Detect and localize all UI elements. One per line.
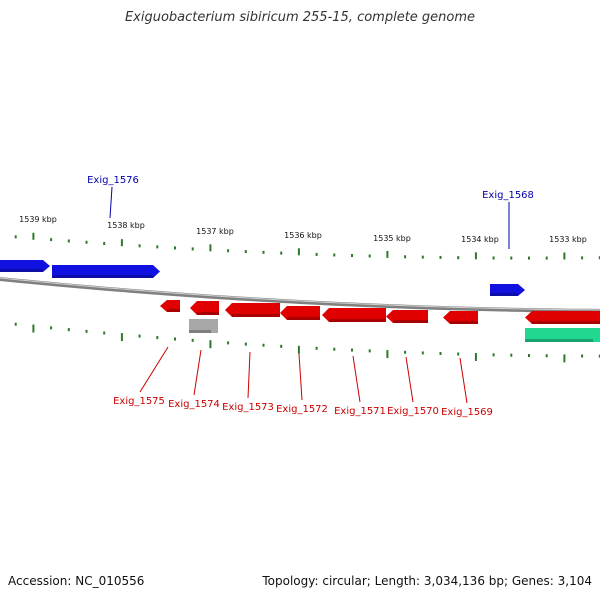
leader-line: [405, 356, 414, 403]
gene-body: [490, 284, 525, 296]
gene-exig-1576: [52, 265, 160, 278]
gene-label: Exig_1574: [168, 399, 220, 410]
gene-label: Exig_1573: [222, 402, 274, 413]
inner-tick-marks: [14, 322, 600, 363]
kbp-tick-label: 1533 kbp: [549, 235, 587, 244]
gene-exig-1574: [190, 301, 219, 315]
leader-line: [247, 351, 251, 399]
gene-label: Exig_1570: [387, 406, 439, 417]
gene-body: [280, 306, 320, 320]
kbp-tick-label: 1539 kbp: [19, 215, 57, 224]
leader-line: [298, 353, 303, 401]
gene-shadow: [197, 312, 219, 315]
gene-body: [386, 310, 428, 323]
label-leader-lines: [109, 186, 510, 404]
gene-shadow: [287, 317, 320, 320]
gene-shadow: [525, 339, 593, 342]
gene-body: [190, 301, 219, 315]
gene-label: Exig_1572: [276, 404, 328, 415]
gene-shadow: [52, 275, 153, 278]
gene-exig-1575: [160, 300, 180, 312]
feature-track: [525, 328, 600, 342]
gene-label: Exig_1571: [334, 406, 386, 417]
gene-shadow: [393, 320, 428, 323]
gene-exig-1570: [386, 310, 428, 323]
kbp-tick-label: 1536 kbp: [284, 231, 322, 240]
gene-body: [525, 311, 600, 324]
gene-body: [189, 319, 218, 333]
gene-body: [443, 311, 478, 324]
gene-body: [225, 303, 280, 317]
rna-gene: [189, 319, 218, 333]
gene-label: Exig_1568: [482, 190, 534, 201]
gene-body: [322, 308, 386, 322]
genome-backbone: [0, 277, 600, 313]
gene-shadow: [232, 314, 280, 317]
gene-shadow: [532, 321, 600, 324]
gene-exig-1573: [225, 303, 280, 317]
gene-exig-1571: [322, 308, 386, 322]
kbp-tick-labels: 1539 kbp 1538 kbp 1537 kbp 1536 kbp 1535 kbp…: [19, 215, 587, 244]
topology-text: Topology: circular; Length: 3,034,136 bp…: [262, 574, 592, 588]
leader-line: [459, 357, 468, 404]
kbp-tick-label: 1537 kbp: [196, 227, 234, 236]
gene-label: Exig_1576: [87, 175, 139, 186]
gene-exig-1572: [280, 306, 320, 320]
gene-shadow: [0, 269, 43, 272]
gene-shadow: [450, 321, 478, 324]
outer-tick-marks: [14, 232, 600, 260]
gene-exig-1567: [525, 311, 600, 324]
gene-shadow: [490, 293, 518, 296]
leader-line: [139, 346, 169, 393]
gene-body: [160, 300, 180, 312]
gene-exig-1568: [490, 284, 525, 296]
kbp-tick-label: 1534 kbp: [461, 235, 499, 244]
kbp-tick-label: 1538 kbp: [107, 221, 145, 230]
accession-text: Accession: NC_010556: [8, 574, 145, 588]
map-title: Exiguobacterium sibiricum 255-15, comple…: [124, 10, 476, 25]
gene-shadow: [329, 319, 386, 322]
leader-line: [193, 349, 202, 396]
backbone-highlight: [0, 277, 600, 311]
leader-line: [109, 186, 113, 219]
leader-line: [352, 355, 361, 403]
gene-shadow: [189, 330, 211, 333]
gene-exig-1569: [443, 311, 478, 324]
gene-body: [0, 260, 50, 272]
gene-body: [525, 328, 600, 342]
gene-label: Exig_1569: [441, 407, 493, 418]
kbp-tick-label: 1535 kbp: [373, 234, 411, 243]
gene-features: [0, 260, 600, 342]
gene-exig-1577: [0, 260, 50, 272]
gene-shadow: [167, 309, 180, 312]
gene-label: Exig_1575: [113, 396, 165, 407]
backbone-arc: [0, 277, 600, 313]
gene-body: [52, 265, 160, 278]
